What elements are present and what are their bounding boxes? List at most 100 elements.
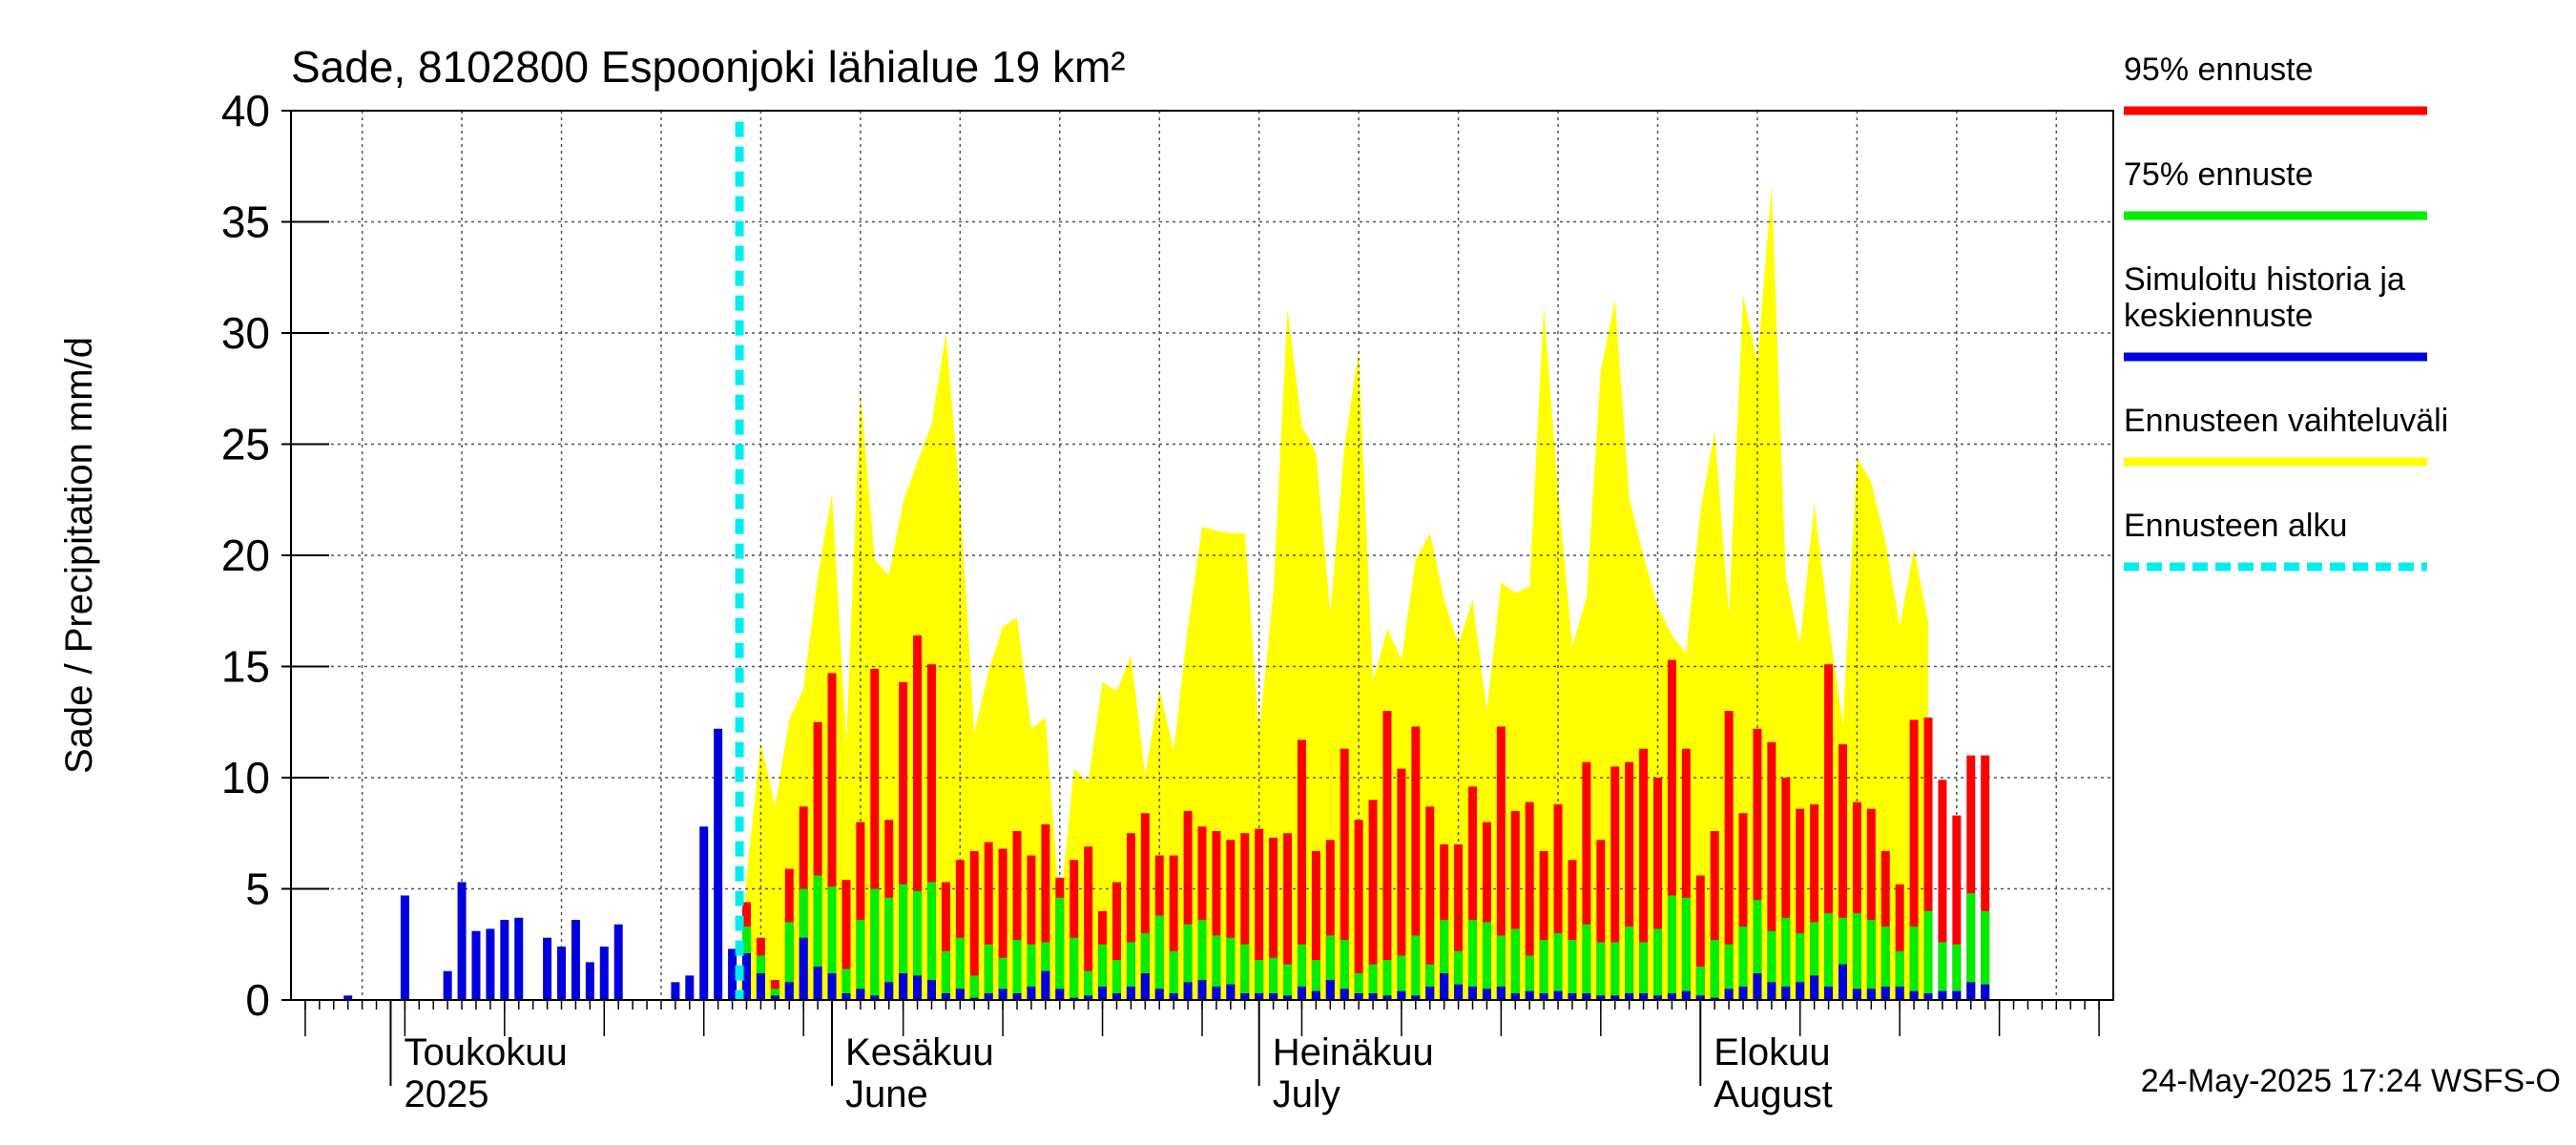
forecast-bar-75 (1340, 940, 1349, 1000)
forecast-bar-75 (1197, 920, 1207, 1000)
forecast-bar-median (1454, 984, 1464, 1000)
forecast-bar-75 (1397, 955, 1406, 1000)
forecast-bar-95 (1753, 728, 1762, 1000)
forecast-bar-75 (1880, 926, 1890, 1000)
forecast-bar-75 (1724, 944, 1734, 1000)
forecast-bar-95 (998, 848, 1008, 1000)
forecast-bar-75 (1909, 926, 1919, 1000)
forecast-bar-95 (1781, 778, 1791, 1000)
forecast-bar-95 (1981, 755, 1990, 1000)
forecast-bar-75 (1269, 957, 1278, 1000)
forecast-bar-95 (1539, 850, 1548, 1000)
legend-item: Ennusteen alku (2124, 508, 2427, 572)
forecast-bar-95 (1240, 833, 1250, 1000)
forecast-bar-75 (884, 897, 894, 1000)
forecast-bar-median (1695, 995, 1705, 1000)
forecast-bar-median (1468, 987, 1478, 1000)
forecast-bar-75 (1055, 897, 1065, 1000)
legend-item: 95% ennuste (2124, 52, 2427, 115)
forecast-bar-median (1653, 995, 1662, 1000)
y-tick-label: 20 (221, 531, 270, 580)
forecast-bar-75 (1496, 935, 1506, 1000)
forecast-bar-75 (813, 875, 822, 1000)
forecast-bar-75 (1539, 940, 1548, 1000)
forecast-bar-75 (841, 968, 851, 1000)
forecast-bar-75 (984, 944, 993, 1000)
forecast-bar-95 (1952, 815, 1962, 1000)
history-bar (500, 920, 509, 1000)
history-bar (571, 920, 580, 1000)
history-bar (457, 882, 467, 1000)
y-tick-label: 40 (221, 86, 270, 135)
forecast-bar-95 (1923, 718, 1933, 1000)
forecast-bar-median (1012, 993, 1022, 1000)
forecast-bar-75 (1525, 955, 1534, 1000)
forecast-bar-75 (1810, 922, 1819, 1000)
forecast-bar-75 (1311, 960, 1320, 1000)
forecast-bar-75 (1012, 940, 1022, 1000)
forecast-bar-75 (827, 886, 837, 1000)
history-bar (443, 970, 452, 1000)
forecast-bar-95 (1226, 840, 1236, 1000)
history-bar (400, 895, 409, 1000)
month-label-fi: Elokuu (1714, 1031, 1830, 1073)
forecast-bar-75 (1440, 920, 1449, 1000)
forecast-bar-95 (1027, 855, 1036, 1000)
forecast-bar-median (1738, 987, 1748, 1000)
legend-label: 95% ennuste (2124, 52, 2314, 88)
forecast-bar-median (1952, 990, 1962, 1000)
forecast-bar-95 (1596, 840, 1606, 1000)
forecast-bar-75 (969, 975, 979, 1000)
forecast-bar-75 (899, 884, 908, 1000)
month-label-fi: Heinäkuu (1273, 1031, 1434, 1073)
forecast-bar-95 (913, 635, 923, 1000)
forecast-bar-95 (1340, 748, 1349, 1000)
forecast-bar-median (1767, 982, 1776, 1000)
forecast-bar-95 (1838, 744, 1847, 1000)
forecast-bar-75 (1140, 933, 1150, 1000)
forecast-bar-95 (1796, 808, 1805, 1000)
forecast-bar-75 (1866, 920, 1876, 1000)
forecast-bar-median (856, 989, 865, 1000)
forecast-bar-75 (1354, 973, 1363, 1000)
legend-label: 75% ennuste (2124, 156, 2314, 193)
history-bar (685, 975, 695, 1000)
forecast-bar-75 (1283, 964, 1293, 1000)
forecast-bar-75 (1781, 917, 1791, 1000)
forecast-bar-75 (1368, 964, 1378, 1000)
forecast-bar-75 (784, 922, 794, 1000)
forecast-bar-median (1667, 993, 1676, 1000)
forecast-bar-75 (1255, 960, 1264, 1000)
history-bar (728, 948, 737, 1000)
forecast-bar-median (1368, 993, 1378, 1000)
forecast-bar-75 (926, 882, 936, 1000)
forecast-bar-95 (1824, 664, 1834, 1000)
forecast-bar-95 (1695, 875, 1705, 1000)
forecast-bar-median (998, 989, 1008, 1000)
forecast-bar-95 (1197, 826, 1207, 1000)
forecast-bar-75 (1952, 944, 1962, 1000)
forecast-bar-median (870, 995, 880, 1000)
forecast-bar-75 (1966, 893, 1976, 1000)
history-bar (514, 917, 524, 1000)
forecast-bar-95 (856, 822, 865, 1000)
y-axis-ticks: 0 5 10 15 20 25 30 35 40 (221, 86, 329, 1025)
forecast-bar-75 (1027, 944, 1036, 1000)
forecast-bar-median (969, 997, 979, 1000)
history-bar (599, 947, 609, 1000)
history-bar (343, 995, 353, 1000)
forecast-bar-median (955, 989, 965, 1000)
forecast-bar-75 (1425, 964, 1435, 1000)
y-tick-label: 35 (221, 198, 270, 247)
forecast-bar-75 (1183, 924, 1193, 1000)
forecast-bar-median (1838, 964, 1847, 1000)
grid-lines (291, 111, 2113, 1000)
forecast-bar-75 (1596, 942, 1606, 1000)
forecast-bar-95 (955, 860, 965, 1000)
bars-layer (343, 121, 1990, 1000)
forecast-bar-95 (1070, 860, 1079, 1000)
forecast-bar-75 (1126, 942, 1135, 1000)
forecast-bar-95 (1084, 846, 1093, 1000)
legend: 95% ennuste 75% ennuste Simuloitu historia… (2124, 52, 2448, 572)
